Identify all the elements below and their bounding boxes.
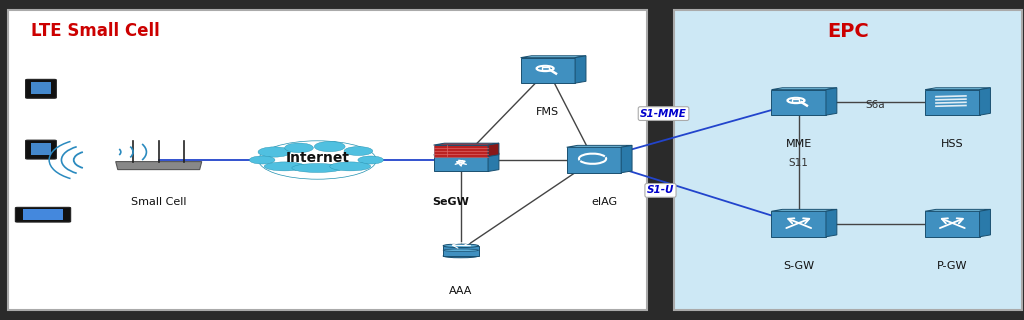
- Ellipse shape: [330, 162, 371, 171]
- FancyBboxPatch shape: [15, 207, 71, 222]
- Polygon shape: [488, 153, 499, 172]
- Polygon shape: [433, 153, 499, 155]
- Polygon shape: [116, 162, 202, 170]
- Text: MME: MME: [785, 139, 812, 149]
- Text: Internet: Internet: [286, 151, 349, 165]
- Polygon shape: [433, 155, 488, 172]
- Bar: [23, 209, 63, 220]
- Polygon shape: [925, 209, 990, 211]
- Polygon shape: [925, 211, 980, 237]
- Bar: [31, 82, 51, 94]
- Text: eIAG: eIAG: [591, 197, 617, 207]
- Polygon shape: [575, 56, 586, 83]
- Ellipse shape: [443, 244, 478, 248]
- Polygon shape: [826, 209, 837, 237]
- Polygon shape: [826, 88, 837, 115]
- Text: EPC: EPC: [827, 22, 868, 41]
- Polygon shape: [980, 88, 990, 115]
- Text: S6a: S6a: [865, 100, 886, 110]
- Polygon shape: [771, 209, 837, 211]
- Bar: [31, 143, 51, 155]
- Polygon shape: [433, 143, 499, 145]
- Bar: [542, 68, 549, 69]
- Polygon shape: [520, 56, 586, 58]
- Polygon shape: [520, 58, 575, 83]
- Polygon shape: [925, 88, 990, 90]
- Polygon shape: [488, 143, 499, 156]
- Ellipse shape: [344, 147, 373, 156]
- Ellipse shape: [314, 141, 345, 152]
- Ellipse shape: [358, 156, 383, 164]
- Ellipse shape: [443, 254, 478, 258]
- Text: HSS: HSS: [941, 139, 964, 149]
- Text: S-GW: S-GW: [783, 261, 814, 271]
- Text: AAA: AAA: [450, 286, 472, 296]
- Text: SeGW: SeGW: [432, 197, 469, 207]
- Bar: [793, 100, 800, 101]
- Polygon shape: [566, 145, 632, 147]
- Polygon shape: [925, 90, 980, 115]
- Text: S11: S11: [788, 157, 809, 168]
- Polygon shape: [980, 209, 990, 237]
- Text: LTE Small Cell: LTE Small Cell: [31, 22, 160, 40]
- Ellipse shape: [292, 164, 343, 172]
- Ellipse shape: [264, 162, 305, 171]
- Polygon shape: [443, 246, 478, 256]
- Text: FMS: FMS: [537, 107, 559, 117]
- FancyBboxPatch shape: [26, 140, 56, 159]
- Ellipse shape: [443, 249, 478, 252]
- Text: P-GW: P-GW: [937, 261, 968, 271]
- Polygon shape: [622, 145, 632, 173]
- Text: S1-U: S1-U: [647, 185, 674, 196]
- FancyBboxPatch shape: [26, 79, 56, 98]
- Ellipse shape: [258, 141, 377, 179]
- Polygon shape: [771, 211, 826, 237]
- FancyBboxPatch shape: [674, 10, 1022, 310]
- Text: Small Cell: Small Cell: [131, 197, 186, 207]
- Ellipse shape: [258, 147, 291, 157]
- Polygon shape: [771, 90, 826, 115]
- Ellipse shape: [250, 156, 274, 164]
- Text: S1-MME: S1-MME: [640, 108, 687, 119]
- FancyBboxPatch shape: [8, 10, 647, 310]
- Polygon shape: [433, 145, 488, 156]
- Polygon shape: [566, 147, 622, 173]
- Ellipse shape: [285, 143, 313, 153]
- Polygon shape: [771, 88, 837, 90]
